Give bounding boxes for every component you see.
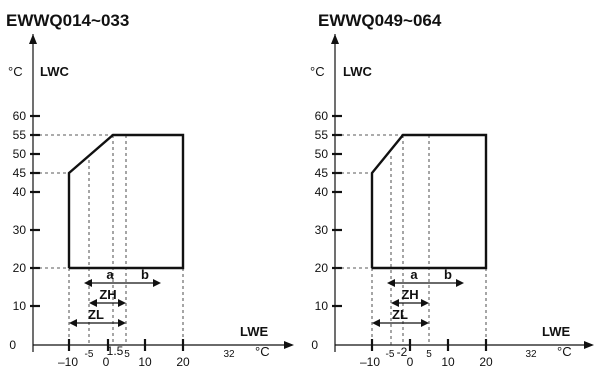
chart-right-zone-b-label: b (444, 267, 452, 282)
chart-left-xlabel-5: 5 (124, 349, 130, 360)
chart-right-envelope (370, 133, 488, 270)
chart-left-zone-b-label: b (141, 267, 149, 282)
chart-left-zone-a-arrow-icon (84, 279, 92, 287)
chart-right-y-label: LWC (343, 64, 372, 79)
chart-left-ylabel-60: 60 (13, 109, 27, 123)
chart-left-zone-b-arrow-icon (153, 279, 161, 287)
chart-left-ylabel-20: 20 (13, 261, 27, 275)
chart-left-ylabel-45: 45 (13, 166, 27, 180)
chart-right-x-unit: °C (557, 344, 572, 359)
chart-left-xlabel-0: 0 (103, 355, 110, 369)
chart-right-ylabel-0: 0 (311, 338, 318, 352)
chart-left: EWWQ014~033 °C LWC LWE °C 60 55 50 45 40… (6, 11, 294, 369)
chart-left-ylabel-40: 40 (13, 185, 27, 199)
chart-right: EWWQ049~064 °C LWC LWE °C 60 55 50 45 40… (310, 11, 594, 369)
chart-left-y-label: LWC (40, 64, 69, 79)
chart-right-xlabel-m2: -2 (397, 345, 408, 359)
chart-right-ylabel-60: 60 (315, 109, 329, 123)
chart-right-title: EWWQ049~064 (318, 11, 442, 30)
chart-right-ylabel-30: 30 (315, 223, 329, 237)
chart-left-xlabel-m5: -5 (85, 349, 94, 360)
chart-right-zone-zl-arrow-left-icon (372, 319, 380, 327)
chart-left-ylabel-55: 55 (13, 128, 27, 142)
chart-left-xlabel-20: 20 (176, 355, 190, 369)
chart-left-y-axis-arrow-icon (29, 34, 37, 44)
chart-left-ylabel-30: 30 (13, 223, 27, 237)
chart-right-ylabel-45: 45 (315, 166, 329, 180)
chart-right-x-label: LWE (542, 324, 570, 339)
chart-left-y-unit: °C (8, 64, 23, 79)
chart-right-y-axis-arrow-icon (331, 34, 339, 44)
chart-left-zone-zl-arrow-left-icon (69, 319, 77, 327)
chart-left-zone-a-label: a (106, 267, 114, 282)
chart-right-xlabel-10: 10 (441, 355, 455, 369)
chart-right-zone-zh-arrow-right-icon (421, 299, 429, 307)
chart-left-title: EWWQ014~033 (6, 11, 129, 30)
chart-right-xlabel-32: 32 (525, 349, 537, 360)
chart-right-ylabel-10: 10 (315, 299, 329, 313)
chart-right-ylabel-55: 55 (315, 128, 329, 142)
chart-right-xlabel-m5: -5 (386, 349, 395, 360)
chart-right-ylabel-40: 40 (315, 185, 329, 199)
chart-right-zone-zh-arrow-left-icon (391, 299, 399, 307)
chart-left-x-axis-arrow-icon (284, 341, 294, 349)
chart-left-ylabel-10: 10 (13, 299, 27, 313)
chart-left-ylabel-50: 50 (13, 147, 27, 161)
chart-right-zone-zl-arrow-right-icon (421, 319, 429, 327)
chart-right-x-axis-arrow-icon (584, 341, 594, 349)
chart-right-xlabel-0: 0 (407, 355, 414, 369)
chart-right-zone-zl-label: ZL (392, 307, 408, 322)
chart-left-zone-zh-label: ZH (99, 287, 116, 302)
chart-right-zone-zh-label: ZH (401, 287, 418, 302)
chart-left-zone-zl-label: ZL (88, 307, 104, 322)
chart-left-xlabel-15: 1.5 (107, 344, 124, 358)
chart-right-xlabel-20: 20 (479, 355, 493, 369)
chart-right-y-unit: °C (310, 64, 325, 79)
chart-left-envelope (67, 133, 185, 270)
chart-right-xlabel-m10: –10 (360, 355, 380, 369)
chart-right-xlabel-5: 5 (426, 349, 432, 360)
chart-right-ylabel-20: 20 (315, 261, 329, 275)
chart-left-x-label: LWE (240, 324, 268, 339)
chart-left-zone-zh-arrow-right-icon (118, 299, 126, 307)
chart-right-zone-a-arrow-icon (387, 279, 395, 287)
chart-left-ylabel-0: 0 (9, 338, 16, 352)
chart-left-xlabel-m10: –10 (58, 355, 78, 369)
chart-right-ylabel-50: 50 (315, 147, 329, 161)
chart-left-xlabel-10: 10 (138, 355, 152, 369)
chart-left-xlabel-32: 32 (223, 349, 235, 360)
chart-left-zone-zh-arrow-left-icon (89, 299, 97, 307)
chart-left-x-unit: °C (255, 344, 270, 359)
chart-right-zone-a-label: a (410, 267, 418, 282)
chart-left-zone-zl-arrow-right-icon (118, 319, 126, 327)
chart-right-zone-b-arrow-icon (456, 279, 464, 287)
